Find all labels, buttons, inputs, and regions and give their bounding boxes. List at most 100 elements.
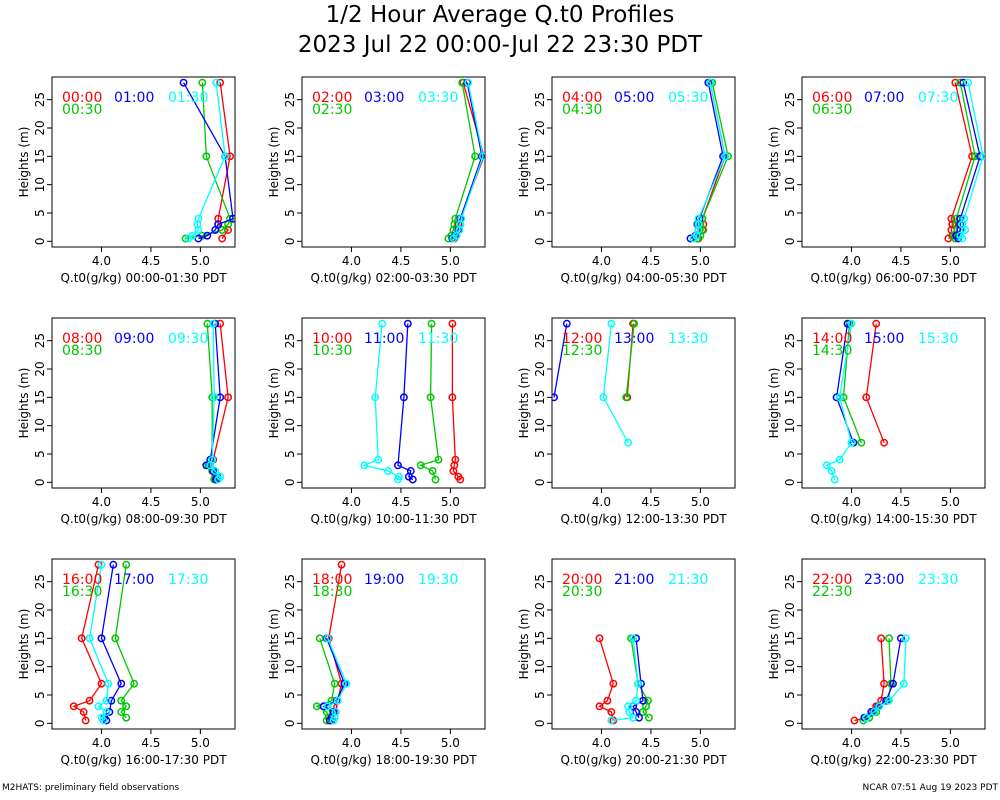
data-point bbox=[827, 467, 836, 475]
legend-entry: 02:30 bbox=[312, 102, 352, 118]
data-point bbox=[960, 214, 969, 223]
y-tick-label: 20 bbox=[783, 120, 797, 135]
series-line bbox=[598, 638, 614, 721]
data-point bbox=[102, 708, 111, 716]
legend-entry: 04:30 bbox=[562, 102, 602, 118]
legend-entry: 21:30 bbox=[668, 572, 708, 588]
data-point bbox=[130, 679, 139, 688]
data-point bbox=[406, 467, 415, 475]
data-point bbox=[323, 702, 332, 711]
legend-entry: 06:30 bbox=[812, 102, 852, 118]
chart-subtitle: 2023 Jul 22 00:00-Jul 22 23:30 PDT bbox=[297, 32, 703, 58]
data-point bbox=[451, 455, 460, 464]
data-point bbox=[431, 475, 440, 484]
x-tick-label: 5.0 bbox=[191, 495, 210, 509]
series-line bbox=[625, 323, 635, 398]
x-axis-label: Q.t0(g/kg) 06:00-07:30 PDT bbox=[810, 271, 977, 285]
data-point bbox=[224, 393, 233, 402]
data-point bbox=[607, 716, 616, 725]
y-tick-label: 5 bbox=[783, 209, 797, 217]
data-point bbox=[202, 152, 211, 161]
x-tick-label: 5.0 bbox=[691, 495, 710, 509]
plot-frame bbox=[301, 317, 486, 489]
series-line bbox=[397, 323, 414, 481]
y-tick-label: 20 bbox=[533, 602, 547, 617]
x-tick-label: 4.0 bbox=[592, 495, 611, 509]
series-layer bbox=[944, 78, 985, 243]
data-point bbox=[629, 713, 638, 722]
legend-entry: 15:30 bbox=[918, 331, 958, 347]
data-point bbox=[862, 393, 871, 402]
x-axis-label: Q.t0(g/kg) 16:00-17:30 PDT bbox=[60, 753, 227, 767]
legend-entry: 00:00 bbox=[62, 90, 102, 106]
data-point bbox=[595, 702, 604, 711]
x-axis-label: Q.t0(g/kg) 02:00-03:30 PDT bbox=[310, 271, 477, 285]
data-point bbox=[342, 679, 351, 688]
legend-entry: 09:00 bbox=[114, 331, 154, 347]
y-tick-label: 0 bbox=[283, 238, 297, 246]
data-point bbox=[333, 696, 342, 705]
y-tick-label: 25 bbox=[783, 92, 797, 107]
profile-panel: 4.0 4.5 5.0 0 5 10 15 20 25 Q.t0(g/kg) 12:00-13:3… bbox=[517, 317, 736, 526]
data-point bbox=[880, 438, 889, 447]
data-point bbox=[877, 634, 886, 643]
x-tick-label: 4.0 bbox=[92, 495, 111, 509]
series-line bbox=[865, 638, 907, 719]
data-point bbox=[454, 472, 463, 481]
series-line bbox=[825, 323, 853, 480]
x-axis-label: Q.t0(g/kg) 00:00-01:30 PDT bbox=[60, 271, 227, 285]
x-tick-label: 4.5 bbox=[641, 495, 660, 509]
legend-entry: 23:00 bbox=[864, 572, 904, 588]
y-tick-label: 0 bbox=[533, 238, 547, 246]
y-tick-label: 5 bbox=[33, 691, 47, 699]
data-point bbox=[214, 220, 223, 229]
y-tick-label: 10 bbox=[783, 177, 797, 192]
x-tick-label: 4.0 bbox=[842, 736, 861, 750]
plot-frame bbox=[51, 317, 236, 489]
legend-entry: 22:00 bbox=[812, 572, 852, 588]
x-tick-label: 4.5 bbox=[641, 736, 660, 750]
data-point bbox=[622, 393, 631, 402]
legend-entry: 08:30 bbox=[62, 343, 102, 359]
plot-frame bbox=[801, 558, 986, 730]
profile-panel: 4.0 4.5 5.0 0 5 10 15 20 25 Q.t0(g/kg) 16:00-17:3… bbox=[17, 558, 236, 767]
y-tick-label: 20 bbox=[533, 120, 547, 135]
y-tick-label: 25 bbox=[783, 333, 797, 348]
data-point bbox=[111, 634, 120, 643]
y-axis-label: Heights (m) bbox=[267, 609, 281, 680]
legend-entry: 12:00 bbox=[562, 331, 602, 347]
series-layer bbox=[69, 560, 139, 725]
x-tick-label: 5.0 bbox=[941, 495, 960, 509]
data-point bbox=[117, 696, 126, 705]
y-tick-label: 0 bbox=[33, 479, 47, 487]
data-point bbox=[964, 78, 973, 87]
data-point bbox=[102, 696, 111, 705]
data-point bbox=[603, 696, 612, 705]
data-point bbox=[952, 214, 961, 223]
y-tick-label: 15 bbox=[33, 631, 47, 646]
data-point bbox=[384, 467, 393, 475]
legend-entry: 03:00 bbox=[364, 90, 404, 106]
x-tick-label: 4.0 bbox=[342, 254, 361, 268]
legend-entry: 10:00 bbox=[312, 331, 352, 347]
data-point bbox=[210, 393, 219, 402]
series-line bbox=[72, 564, 103, 721]
y-tick-label: 25 bbox=[533, 92, 547, 107]
data-point bbox=[360, 461, 369, 470]
y-tick-label: 10 bbox=[283, 418, 297, 433]
x-tick-label: 5.0 bbox=[941, 736, 960, 750]
data-point bbox=[629, 634, 638, 643]
series-line bbox=[185, 82, 231, 240]
y-tick-label: 10 bbox=[533, 177, 547, 192]
data-point bbox=[371, 393, 380, 402]
plot-frame bbox=[301, 76, 486, 248]
data-point bbox=[850, 716, 859, 725]
data-point bbox=[203, 231, 212, 240]
y-tick-label: 20 bbox=[783, 602, 797, 617]
data-point bbox=[644, 713, 653, 722]
y-tick-label: 20 bbox=[283, 120, 297, 135]
data-point bbox=[394, 472, 403, 481]
data-point bbox=[226, 152, 235, 161]
data-point bbox=[448, 319, 457, 328]
